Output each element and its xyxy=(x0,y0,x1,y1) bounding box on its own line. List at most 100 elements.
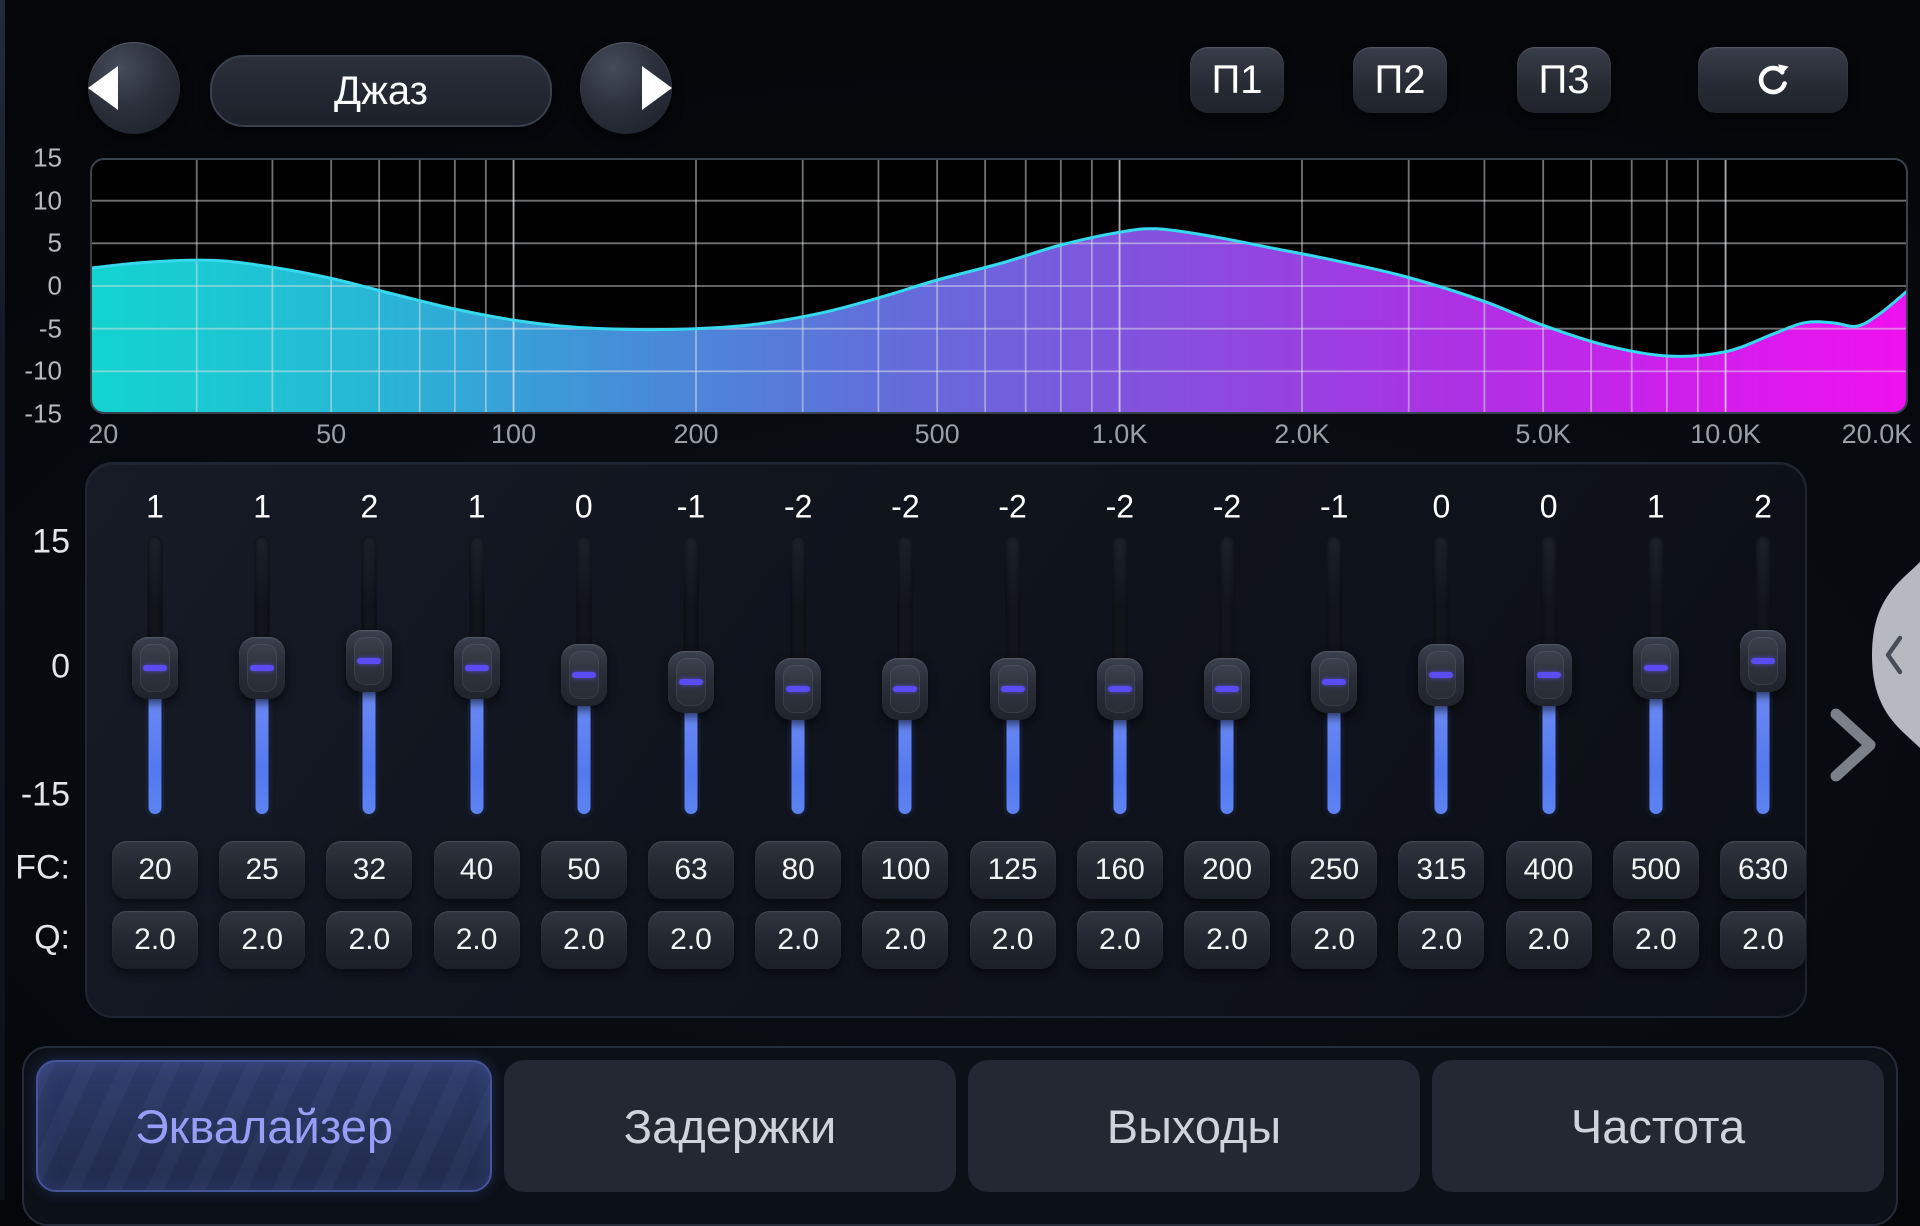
thumb-inner-face xyxy=(676,658,706,707)
thumb-dash-icon xyxy=(1429,672,1454,678)
memory-button-3[interactable]: П3 xyxy=(1517,47,1611,113)
band-q-button[interactable]: 2.0 xyxy=(326,911,413,969)
band-q-button[interactable]: 2.0 xyxy=(219,911,306,969)
band-q-button[interactable]: 2.0 xyxy=(433,911,520,969)
band-fc-button[interactable]: 25 xyxy=(219,841,306,899)
band-slider-fill xyxy=(684,682,698,814)
band-fc-button[interactable]: 200 xyxy=(1184,841,1270,899)
preset-prev-button[interactable] xyxy=(88,42,180,134)
band-fc-button[interactable]: 63 xyxy=(648,841,734,899)
thumb-dash-icon xyxy=(1107,686,1132,693)
preset-next-button[interactable] xyxy=(580,42,672,134)
band-gain-value: 1 xyxy=(1646,488,1665,525)
x-tick-label: 10.0K xyxy=(1690,419,1761,449)
band-slider-thumb[interactable] xyxy=(1204,658,1250,721)
q-row-label: Q: xyxy=(34,918,70,957)
band-slider-thumb[interactable] xyxy=(560,644,607,706)
band-column-160hz: -2 160 2.0 xyxy=(1066,464,1174,1016)
band-q-button[interactable]: 2.0 xyxy=(862,911,949,969)
band-fc-button[interactable]: 400 xyxy=(1505,841,1592,899)
band-q-button[interactable]: 2.0 xyxy=(1505,911,1592,969)
band-q-button[interactable]: 2.0 xyxy=(1612,911,1699,969)
thumb-inner-face xyxy=(140,643,170,692)
thumb-inner-face xyxy=(1104,665,1135,714)
x-tick-label: 500 xyxy=(914,419,960,449)
band-fc-button[interactable]: 32 xyxy=(326,841,413,899)
band-slider-thumb[interactable] xyxy=(775,658,822,721)
band-fc-button[interactable]: 500 xyxy=(1612,841,1699,899)
thumb-dash-icon xyxy=(1322,679,1347,686)
band-gain-value: 1 xyxy=(467,488,486,525)
reset-button[interactable] xyxy=(1698,47,1848,113)
band-slider-thumb[interactable] xyxy=(239,636,286,699)
band-q-button[interactable]: 2.0 xyxy=(1184,911,1270,969)
band-q-button[interactable]: 2.0 xyxy=(540,911,627,969)
band-fc-button[interactable]: 80 xyxy=(755,841,842,899)
band-column-315hz: 0 315 2.0 xyxy=(1387,464,1495,1016)
band-gain-value: 1 xyxy=(253,488,272,525)
bottom-tab-bar: Эквалайзер Задержки Выходы Частота xyxy=(22,1046,1898,1226)
memory-button-1[interactable]: П1 xyxy=(1190,47,1284,113)
band-q-button[interactable]: 2.0 xyxy=(755,911,842,969)
band-fc-button[interactable]: 20 xyxy=(112,841,198,899)
band-slider-fill xyxy=(1542,675,1556,814)
refresh-icon xyxy=(1758,64,1789,95)
band-q-button[interactable]: 2.0 xyxy=(1720,911,1806,969)
band-column-630hz: 2 630 2.0 xyxy=(1709,464,1817,1016)
band-q-button[interactable]: 2.0 xyxy=(112,911,198,969)
preset-selector[interactable]: Джаз xyxy=(210,55,552,127)
thumb-dash-icon xyxy=(143,664,167,671)
tab-задержки[interactable]: Задержки xyxy=(504,1060,956,1192)
band-slider-thumb[interactable] xyxy=(1096,658,1143,721)
thumb-inner-face xyxy=(1426,651,1457,699)
thumb-dash-icon xyxy=(1751,657,1775,664)
side-panel-handle[interactable] xyxy=(1864,560,1920,750)
band-slider-thumb[interactable] xyxy=(132,636,178,699)
band-fc-button[interactable]: 40 xyxy=(433,841,520,899)
x-tick-label: 1.0K xyxy=(1091,419,1148,449)
band-column-63hz: -1 63 2.0 xyxy=(637,464,745,1016)
thumb-dash-icon xyxy=(250,664,275,671)
band-fc-button[interactable]: 125 xyxy=(969,841,1056,899)
band-gain-value: -2 xyxy=(998,488,1027,525)
thumb-inner-face xyxy=(1640,643,1671,692)
next-bands-button[interactable] xyxy=(1828,706,1882,784)
band-fc-button[interactable]: 630 xyxy=(1720,841,1806,899)
band-fc-button[interactable]: 100 xyxy=(862,841,949,899)
thumb-inner-face xyxy=(1533,651,1564,699)
band-slider-thumb[interactable] xyxy=(989,658,1036,721)
band-slider-thumb[interactable] xyxy=(1525,644,1572,706)
band-q-button[interactable]: 2.0 xyxy=(969,911,1056,969)
band-column-80hz: -2 80 2.0 xyxy=(744,464,852,1016)
thumb-dash-icon xyxy=(1215,686,1239,693)
band-slider-thumb[interactable] xyxy=(1311,651,1358,714)
band-fc-button[interactable]: 50 xyxy=(540,841,627,899)
band-slider-fill xyxy=(898,689,912,814)
band-column-500hz: 1 500 2.0 xyxy=(1602,464,1710,1016)
band-sliders-panel: 1 20 2.0 1 25 2.0 2 32 2.0 1 40 2.0 0 50 2.0 -1 63 2.0 -2 8… xyxy=(85,462,1807,1018)
tab-выходы[interactable]: Выходы xyxy=(968,1060,1420,1192)
band-fc-button[interactable]: 315 xyxy=(1398,841,1485,899)
thumb-dash-icon xyxy=(1000,686,1025,693)
band-q-button[interactable]: 2.0 xyxy=(1076,911,1163,969)
thumb-dash-icon xyxy=(1643,664,1668,671)
band-slider-thumb[interactable] xyxy=(882,658,929,721)
tab-эквалайзер[interactable]: Эквалайзер xyxy=(36,1060,492,1192)
eq-response-chart xyxy=(90,158,1908,414)
y-tick-label: 5 xyxy=(47,227,62,258)
band-slider-thumb[interactable] xyxy=(346,629,393,692)
band-slider-thumb[interactable] xyxy=(1418,644,1465,706)
band-q-button[interactable]: 2.0 xyxy=(1291,911,1378,969)
band-slider-thumb[interactable] xyxy=(1740,629,1786,692)
band-q-button[interactable]: 2.0 xyxy=(1398,911,1485,969)
band-slider-fill xyxy=(791,689,805,814)
memory-button-2[interactable]: П2 xyxy=(1353,47,1447,113)
band-slider-thumb[interactable] xyxy=(1632,636,1679,699)
band-fc-button[interactable]: 250 xyxy=(1291,841,1378,899)
band-slider-thumb[interactable] xyxy=(668,651,714,714)
band-q-button[interactable]: 2.0 xyxy=(648,911,734,969)
band-slider-thumb[interactable] xyxy=(453,636,500,699)
band-fc-button[interactable]: 160 xyxy=(1076,841,1163,899)
right-triangle-icon xyxy=(642,66,672,110)
tab-частота[interactable]: Частота xyxy=(1432,1060,1884,1192)
